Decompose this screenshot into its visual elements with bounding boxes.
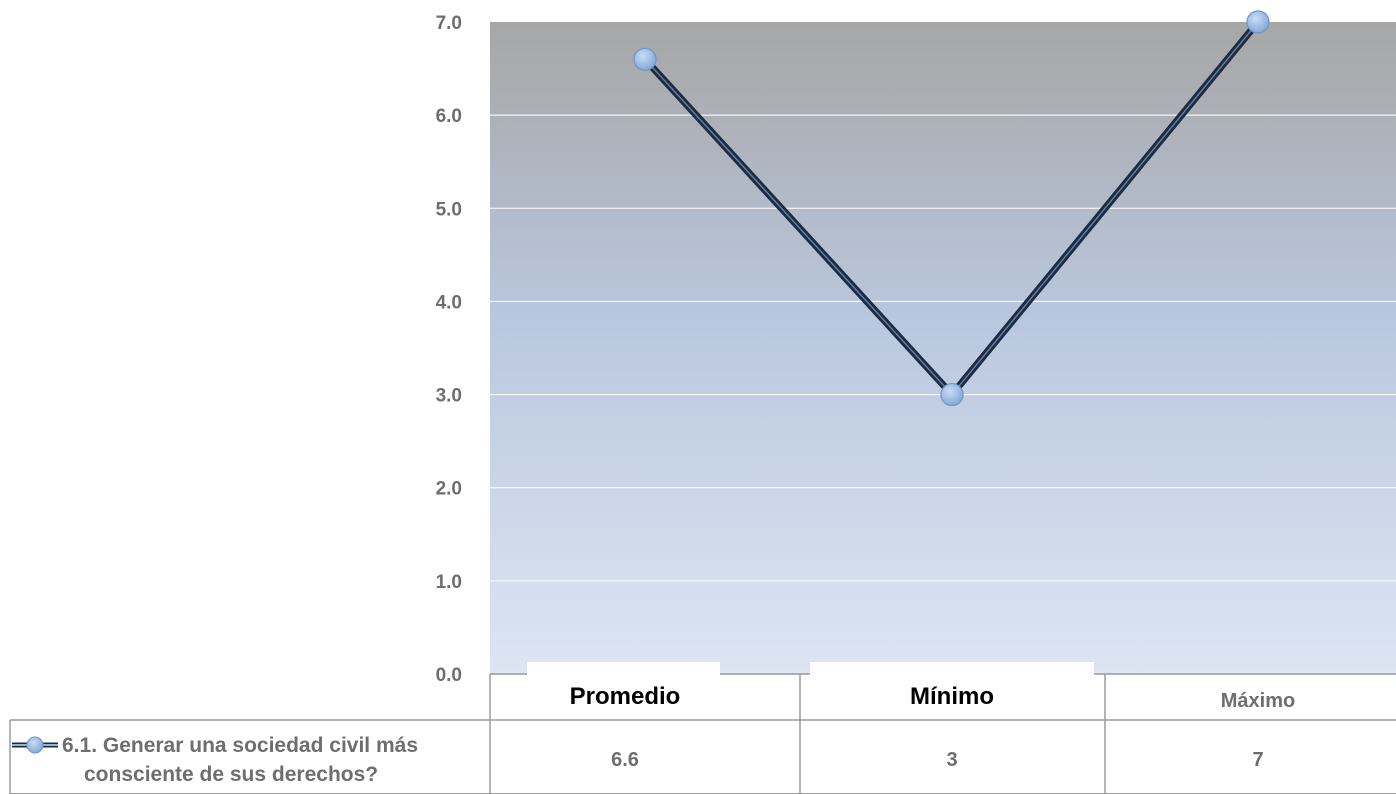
legend-label-line2: consciente de sus derechos? xyxy=(84,763,378,786)
plot-area xyxy=(490,22,1396,674)
data-point-maximo xyxy=(1247,11,1269,33)
y-tick-label: 6.0 xyxy=(436,106,462,127)
y-tick-label: 4.0 xyxy=(436,292,462,313)
y-tick-label: 0.0 xyxy=(436,665,462,686)
y-tick-label: 1.0 xyxy=(436,572,462,593)
data-point-minimo xyxy=(941,384,963,406)
value-label-maximo: 7 xyxy=(1252,749,1263,771)
y-tick-label: 7.0 xyxy=(436,13,462,34)
y-tick-label: 3.0 xyxy=(436,386,462,407)
legend-label-line1: 6.1. Generar una sociedad civil más xyxy=(62,734,418,757)
legend-key-icon xyxy=(12,737,58,753)
data-table: Promedio Mínimo Máximo 6.6 3 7 6.1. Gene… xyxy=(10,662,1396,794)
value-label-minimo: 3 xyxy=(946,749,957,771)
y-tick-label: 2.0 xyxy=(436,479,462,500)
y-axis: 0.0 1.0 2.0 3.0 4.0 5.0 6.0 7.0 xyxy=(436,13,462,686)
y-tick-label: 5.0 xyxy=(436,199,462,220)
category-label-promedio: Promedio xyxy=(570,683,681,710)
data-point-promedio xyxy=(634,48,656,70)
value-label-promedio: 6.6 xyxy=(611,749,639,771)
category-label-maximo: Máximo xyxy=(1221,690,1295,712)
category-label-minimo: Mínimo xyxy=(910,683,994,710)
